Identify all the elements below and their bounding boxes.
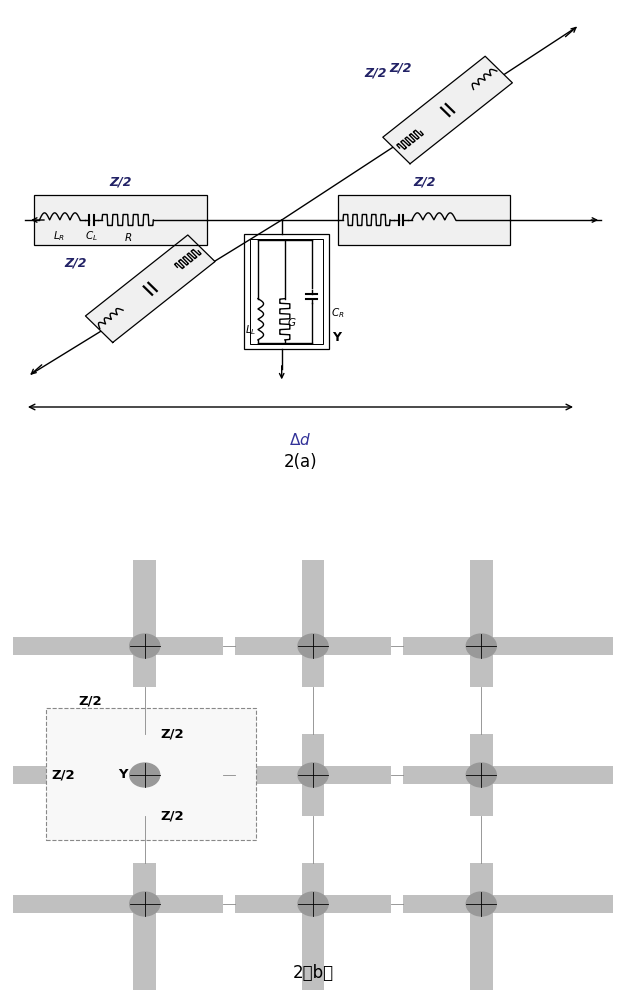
Bar [403,895,560,913]
Bar [244,234,329,349]
Circle shape [298,892,328,916]
Text: $C_L$: $C_L$ [85,229,98,243]
Text: Z/2: Z/2 [79,694,103,707]
Bar [13,895,66,913]
Bar [66,895,223,913]
Polygon shape [383,56,512,164]
Bar [470,734,493,816]
Text: Z/2: Z/2 [160,728,183,741]
Text: $\mathbf{Y}$: $\mathbf{Y}$ [332,331,343,344]
Bar [302,734,324,816]
Text: 2(a): 2(a) [284,453,317,471]
Bar [470,863,493,945]
Bar [34,195,207,245]
Text: Y: Y [118,768,127,782]
Bar [403,637,560,655]
Bar [235,766,391,784]
Bar [13,766,66,784]
Bar [338,195,510,245]
Text: $C_R$: $C_R$ [331,307,344,320]
Circle shape [130,892,160,916]
Text: Z/2: Z/2 [364,67,387,80]
Bar [133,734,156,816]
Bar [66,766,223,784]
Text: Z/2: Z/2 [413,176,435,189]
Text: Z/2: Z/2 [64,256,86,269]
Bar [338,195,510,245]
Text: Z/2: Z/2 [51,768,75,782]
Bar [470,945,493,990]
Circle shape [298,634,328,658]
Bar [470,605,493,687]
Bar [235,637,391,655]
Bar [560,637,613,655]
Polygon shape [86,235,215,343]
Circle shape [130,634,160,658]
Bar [13,637,66,655]
Bar [470,560,493,605]
Bar [133,945,156,990]
Text: Z/2: Z/2 [160,809,183,822]
Bar [133,605,156,687]
Text: $\Delta d$: $\Delta d$ [289,432,312,448]
Bar [34,195,207,245]
Circle shape [298,763,328,787]
Text: 2（b）: 2（b） [292,964,334,982]
Bar [302,605,324,687]
Circle shape [466,763,496,787]
Text: $R$: $R$ [123,231,132,243]
Bar [302,560,324,605]
Bar [235,895,391,913]
Bar [560,895,613,913]
Bar [133,863,156,945]
Bar [133,560,156,605]
Text: $L_L$: $L_L$ [245,323,257,337]
Bar [302,945,324,990]
Bar [66,637,223,655]
Text: $G$: $G$ [287,316,296,328]
Bar [250,239,323,344]
Circle shape [466,634,496,658]
Bar [560,766,613,784]
Text: Z/2: Z/2 [389,61,412,74]
Text: $L_R$: $L_R$ [53,229,66,243]
Circle shape [130,763,160,787]
Bar [403,766,560,784]
Text: Z/2: Z/2 [110,176,131,189]
Bar [302,863,324,945]
Bar [46,708,256,840]
Circle shape [466,892,496,916]
